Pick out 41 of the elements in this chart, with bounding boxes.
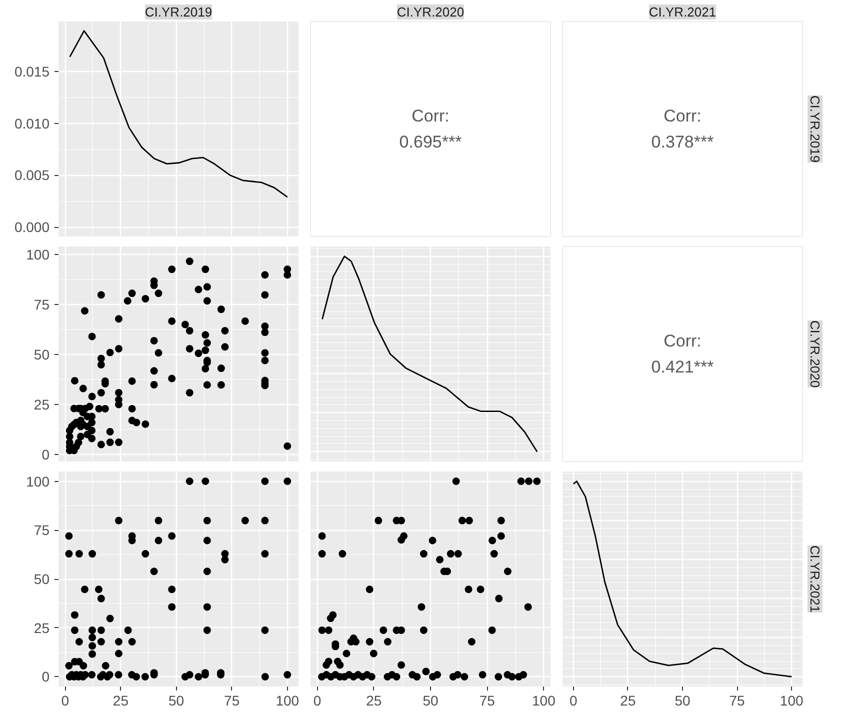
chart-title: CI.YR.2019 [144,4,212,20]
text: 0.695*** [399,132,462,152]
x-tick-label: 0 [313,692,322,708]
y-tick-label: 100 [26,246,50,262]
x-tick-label: 25 [366,692,382,708]
x-tick-label: 50 [422,692,438,708]
y-tick-label: 50 [34,346,50,362]
x-tick-label: 50 [674,692,690,708]
text: Corr: [664,332,702,351]
y-tick-label: 0.010 [14,115,50,132]
x-tick-label: 0 [570,692,578,708]
y-tick-label: 0 [42,668,50,685]
x-tick-label: 100 [532,692,556,708]
y-tick-label: 75 [34,296,50,312]
y-tick-label: 0.015 [14,63,50,80]
text: CI.YR.2021 [648,4,716,20]
text: 0.378*** [651,132,714,152]
y-tick-label: 0.000 [14,219,50,236]
x-tick-label: 75 [479,692,496,708]
x-tick-label: 100 [276,692,300,708]
x-tick-label: 0 [61,692,70,708]
y-tick-label: 75 [34,522,50,538]
y-tick-label: 0 [42,446,50,462]
text: CI.YR.2019 [808,95,822,163]
y-tick-label: 0.005 [14,167,50,184]
text: CI.YR.2020 [808,320,822,388]
text: CI.YR.2020 [396,4,464,20]
x-tick-label: 25 [620,692,636,708]
x-tick-label: 75 [224,692,240,708]
y-tick-label: 50 [34,571,50,587]
y-tick-label: 25 [34,396,50,412]
y2-axis-title: CI.YR.2021 [808,545,822,613]
x-tick-label: 25 [112,692,129,708]
x-tick-label: 50 [168,692,184,708]
text: Corr: [412,106,450,126]
text: 0.421*** [651,357,714,376]
x-tick-label: 100 [780,692,804,708]
text: Corr: [664,106,702,126]
y-tick-label: 25 [34,620,50,636]
y-tick-label: 100 [26,473,50,490]
x-tick-label: 75 [729,692,746,708]
